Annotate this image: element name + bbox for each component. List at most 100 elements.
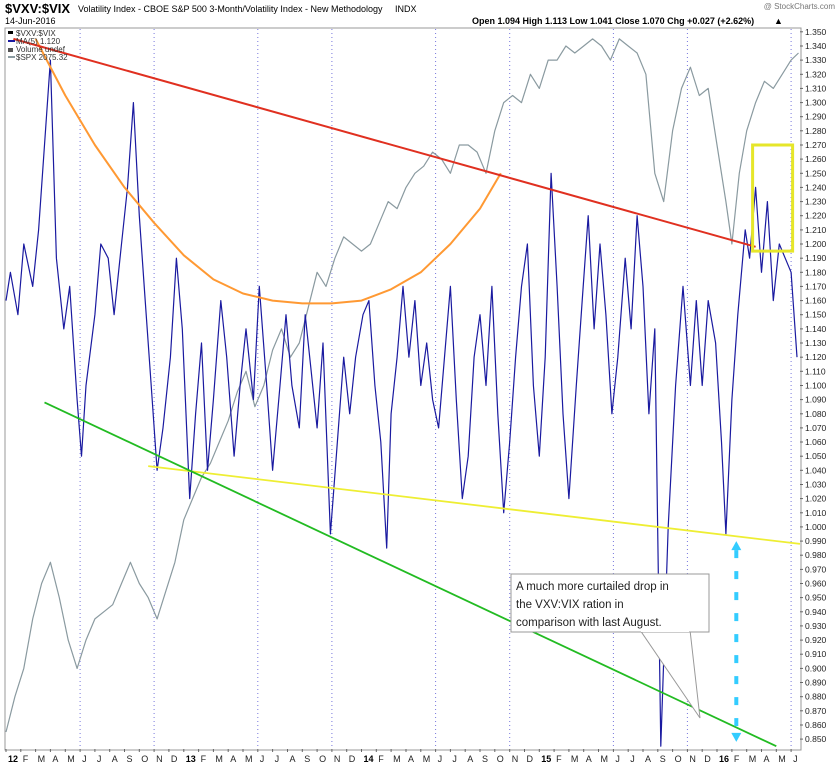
y-tick-label-33: 1.180 [805, 267, 827, 277]
arrow-dash-7 [734, 697, 739, 706]
x-tick-label-21: O [319, 754, 326, 764]
y-tick-label-37: 1.220 [805, 211, 827, 221]
annotation-callout: A much more curtailed drop in the VXV:VI… [510, 573, 710, 719]
y-tick-label-46: 1.310 [805, 83, 827, 93]
x-tick-label-52: M [778, 754, 786, 764]
x-tick-label-39: A [586, 754, 592, 764]
red-trendline [13, 37, 756, 248]
chart-exchange: INDX [395, 4, 417, 14]
y-tick-label-2: 0.870 [805, 706, 827, 716]
arrow-dash-6 [734, 676, 739, 685]
x-tick-label-5: J [82, 754, 87, 764]
arrow-dash-8 [734, 718, 739, 727]
x-tick-label-22: N [334, 754, 341, 764]
x-tick-label-15: A [230, 754, 236, 764]
y-tick-label-31: 1.160 [805, 296, 827, 306]
annotation-line-2: the VXV:VIX ration in [516, 599, 624, 611]
arrow-dash-2 [734, 592, 739, 601]
x-tick-label-12: 13 [186, 754, 196, 764]
y-tick-label-22: 1.070 [805, 423, 827, 433]
chart-description: Volatility Index - CBOE S&P 500 3-Month/… [78, 4, 383, 14]
y-tick-label-30: 1.150 [805, 310, 827, 320]
y-tick-label-24: 1.090 [805, 395, 827, 405]
y-tick-label-45: 1.300 [805, 98, 827, 108]
y-tick-label-19: 1.040 [805, 465, 827, 475]
y-tick-label-1: 0.860 [805, 720, 827, 730]
legend-label-ratio: $VXV:$VIX [16, 29, 56, 38]
highlight-box [751, 143, 795, 253]
x-axis-ticks: 12 F M A M J J A S O N D 13 F M A M J J A S O N D 14 F M A M J J A S O N D 1… [5, 749, 798, 764]
annotation-pointer [639, 629, 701, 719]
legend-swatch-ratio [8, 31, 13, 34]
x-tick-label-53: J [793, 754, 798, 764]
x-tick-label-19: A [290, 754, 296, 764]
y-tick-label-23: 1.080 [805, 409, 827, 419]
y-tick-label-15: 1.000 [805, 522, 827, 532]
chart-date: 14-Jun-2016 [5, 16, 56, 26]
x-tick-label-25: F [378, 754, 384, 764]
orange-curve-line [34, 38, 502, 305]
y-tick-label-7: 0.920 [805, 635, 827, 645]
x-tick-label-26: M [393, 754, 401, 764]
x-tick-label-31: A [467, 754, 473, 764]
x-tick-label-7: A [112, 754, 118, 764]
y-tick-label-10: 0.950 [805, 593, 827, 603]
arrow-dash-1 [734, 571, 739, 580]
y-tick-label-9: 0.940 [805, 607, 827, 617]
y-tick-label-38: 1.230 [805, 197, 827, 207]
x-tick-label-45: O [675, 754, 682, 764]
y-tick-label-5: 0.900 [805, 663, 827, 673]
x-tick-label-28: M [423, 754, 431, 764]
x-tick-label-10: N [156, 754, 163, 764]
y-tick-label-20: 1.050 [805, 451, 827, 461]
legend-swatch-spx [8, 56, 15, 58]
ohlc-up-arrow-icon: ▲ [774, 16, 783, 26]
x-tick-label-2: M [38, 754, 46, 764]
vertical-grid [79, 29, 792, 749]
y-tick-label-47: 1.320 [805, 69, 827, 79]
y-tick-label-28: 1.130 [805, 338, 827, 348]
x-tick-label-37: F [556, 754, 562, 764]
y-tick-label-43: 1.280 [805, 126, 827, 136]
y-tick-label-21: 1.060 [805, 437, 827, 447]
x-tick-label-44: S [660, 754, 666, 764]
x-tick-label-9: O [141, 754, 148, 764]
x-tick-label-36: 15 [541, 754, 551, 764]
x-tick-label-33: O [497, 754, 504, 764]
x-tick-label-50: M [749, 754, 757, 764]
x-tick-label-11: D [171, 754, 178, 764]
legend-item-volume: Volume undef [8, 45, 66, 54]
y-tick-label-29: 1.140 [805, 324, 827, 334]
x-tick-label-32: S [482, 754, 488, 764]
y-tick-label-6: 0.910 [805, 649, 827, 659]
y-tick-label-35: 1.200 [805, 239, 827, 249]
y-tick-label-26: 1.110 [805, 366, 826, 376]
y-tick-label-40: 1.250 [805, 168, 827, 178]
x-tick-label-38: M [571, 754, 579, 764]
y-tick-label-27: 1.120 [805, 352, 827, 362]
x-tick-label-16: M [245, 754, 253, 764]
plot-frame [4, 27, 802, 751]
x-tick-label-0: 12 [8, 754, 18, 764]
yellow-trendline [148, 465, 801, 545]
x-tick-label-4: M [67, 754, 75, 764]
arrow-dash-0 [734, 550, 739, 559]
x-tick-label-47: D [704, 754, 711, 764]
y-tick-label-12: 0.970 [805, 564, 827, 574]
x-tick-label-8: S [127, 754, 133, 764]
legend-item-ma: MA(5) 1.120 [8, 37, 61, 46]
stockcharts-credit: @ StockCharts.com [764, 2, 836, 11]
x-tick-label-17: J [260, 754, 265, 764]
x-tick-label-27: A [408, 754, 414, 764]
x-tick-label-30: J [452, 754, 457, 764]
y-tick-label-36: 1.210 [805, 225, 827, 235]
y-tick-label-3: 0.880 [805, 692, 827, 702]
x-tick-label-18: J [275, 754, 280, 764]
y-tick-label-49: 1.340 [805, 41, 827, 51]
y-tick-label-48: 1.330 [805, 55, 827, 65]
y-tick-label-4: 0.890 [805, 678, 827, 688]
x-tick-label-29: J [438, 754, 443, 764]
